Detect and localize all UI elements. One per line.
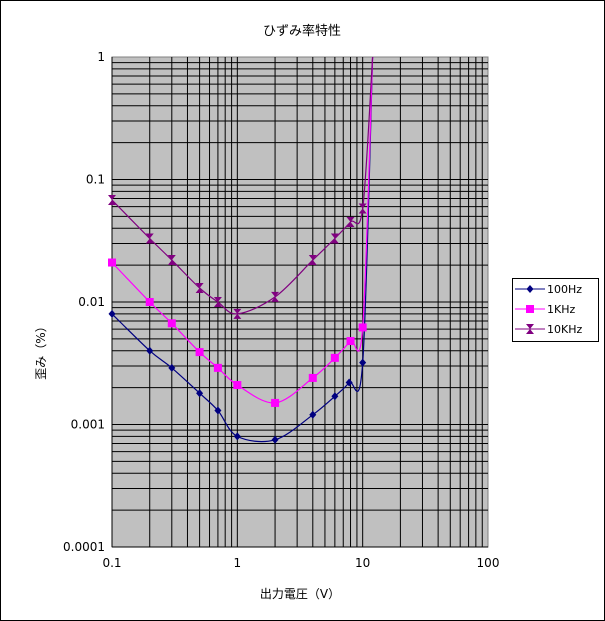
data-point-2 — [358, 203, 367, 214]
data-point-1 — [358, 323, 367, 332]
data-point-0 — [168, 363, 176, 372]
axis-ticks: 0.1 1 10 100 1 0.1 0.01 0.001 0.0001 — [63, 50, 499, 570]
legend: 100Hz 1KHz 10KHz — [512, 278, 599, 342]
y-tick-label: 1 — [97, 50, 105, 64]
data-point-1 — [145, 298, 154, 306]
plot-area — [108, 56, 489, 548]
data-point-2 — [167, 255, 176, 266]
data-point-2 — [308, 255, 317, 266]
data-point-1 — [195, 348, 204, 357]
y-tick-label: 0.1 — [86, 173, 105, 187]
data-point-0 — [309, 410, 317, 419]
chart-title: ひずみ率特性 — [263, 23, 341, 39]
data-point-1 — [167, 319, 176, 328]
legend-symbol-100hz — [515, 285, 545, 293]
data-point-1 — [271, 398, 280, 407]
data-point-2 — [330, 233, 339, 244]
data-point-1 — [346, 337, 355, 346]
x-tick-label: 10 — [355, 556, 370, 570]
data-point-0 — [233, 432, 241, 441]
y-tick-label: 0.01 — [78, 295, 105, 309]
x-tick-label: 0.1 — [102, 556, 121, 570]
data-point-1 — [213, 363, 222, 372]
legend-symbol-1khz — [515, 305, 545, 313]
data-point-1 — [330, 353, 339, 362]
data-point-0 — [214, 406, 222, 415]
data-point-2 — [271, 291, 280, 302]
data-point-2 — [213, 297, 222, 307]
data-point-1 — [308, 373, 317, 382]
legend-item-10khz: 10KHz — [513, 321, 598, 339]
data-point-1 — [108, 258, 116, 267]
y-tick-label: 0.0001 — [63, 540, 105, 554]
data-point-0 — [146, 346, 154, 355]
data-point-2 — [233, 308, 242, 319]
data-point-2 — [108, 195, 116, 206]
data-point-0 — [331, 392, 339, 401]
data-point-0 — [359, 358, 367, 367]
legend-label-1khz: 1KHz — [547, 303, 576, 316]
y-axis-label: 歪み（%） — [34, 320, 48, 379]
data-point-2 — [346, 216, 355, 227]
data-point-1 — [233, 381, 242, 390]
legend-label-10khz: 10KHz — [547, 323, 583, 336]
legend-symbol-10khz — [515, 324, 545, 334]
x-axis-label: 出力電圧（V） — [260, 587, 340, 601]
legend-label-100hz: 100Hz — [547, 283, 583, 296]
data-point-0 — [345, 378, 353, 387]
data-point-0 — [108, 309, 116, 318]
data-point-0 — [196, 389, 204, 398]
legend-item-100hz: 100Hz — [513, 281, 598, 299]
data-point-2 — [145, 233, 154, 244]
data-point-2 — [195, 283, 204, 294]
y-tick-label: 0.001 — [71, 418, 105, 432]
x-tick-label: 1 — [234, 556, 242, 570]
x-tick-label: 100 — [477, 556, 500, 570]
legend-item-1khz: 1KHz — [513, 301, 598, 319]
data-point-0 — [271, 435, 279, 444]
